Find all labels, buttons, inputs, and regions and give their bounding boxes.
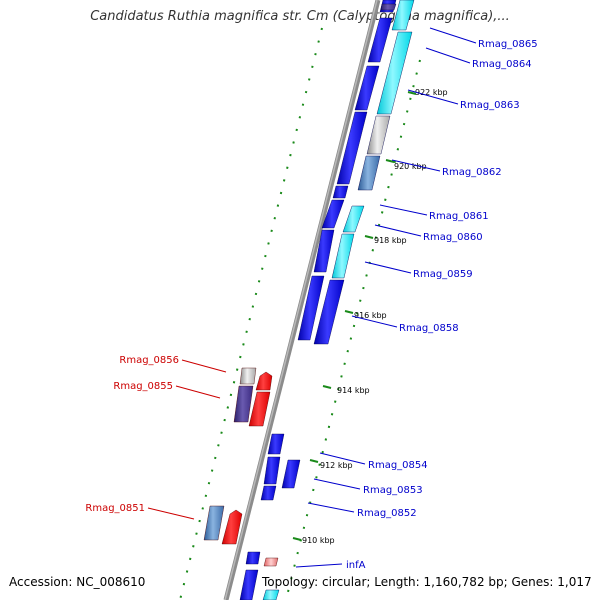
gene-label-rmag_0856[interactable]: Rmag_0856 <box>119 355 179 366</box>
scale-tick-label: 920 kbp <box>394 162 427 171</box>
gene-label-rmag_0861[interactable]: Rmag_0861 <box>429 211 489 222</box>
gene-label-rmag_0862[interactable]: Rmag_0862 <box>442 167 502 178</box>
gene-label-rmag_0860[interactable]: Rmag_0860 <box>423 232 483 243</box>
gene-label-rmag_0859[interactable]: Rmag_0859 <box>413 269 473 280</box>
scale-tick-label: 922 kbp <box>415 88 448 97</box>
scale-ticks: 922 kbp 920 kbp 918 kbp 916 kbp 914 kbp 912 k… <box>292 88 448 545</box>
gene-label-rmag_0853[interactable]: Rmag_0853 <box>363 485 423 496</box>
gene-label-rmag_0851[interactable]: Rmag_0851 <box>85 503 145 514</box>
gene-label-rmag_0858[interactable]: Rmag_0858 <box>399 323 459 334</box>
genome-summary-text: Topology: circular; Length: 1,160,782 bp… <box>262 575 592 589</box>
gene-label-rmag_0863[interactable]: Rmag_0863 <box>460 100 520 111</box>
gene-blocks-outer <box>239 0 397 600</box>
scale-tick-label: 912 kbp <box>320 461 353 470</box>
gene-blocks-reverse <box>203 367 279 567</box>
scale-tick-label: 918 kbp <box>374 236 407 245</box>
gene-label-rmag_0852[interactable]: Rmag_0852 <box>357 508 417 519</box>
gene-label-rmag_0865[interactable]: Rmag_0865 <box>478 39 538 50</box>
gene-label-rmag_0855[interactable]: Rmag_0855 <box>113 381 173 392</box>
gene-label-infa[interactable]: infA <box>346 560 366 571</box>
scale-tick-label: 910 kbp <box>302 536 335 545</box>
gene-label-rmag_0854[interactable]: Rmag_0854 <box>368 460 428 471</box>
accession-text: Accession: NC_008610 <box>9 575 146 589</box>
gene-labels: Rmag_0865 Rmag_0864 Rmag_0863 Rmag_0862 Rmag… <box>85 27 538 571</box>
gene-blocks-inner <box>262 0 415 600</box>
backbone <box>223 0 381 600</box>
scale-tick-label: 916 kbp <box>354 311 387 320</box>
gene-label-rmag_0864[interactable]: Rmag_0864 <box>472 59 532 70</box>
guide-tracks <box>179 27 421 600</box>
scale-tick-label: 914 kbp <box>337 386 370 395</box>
